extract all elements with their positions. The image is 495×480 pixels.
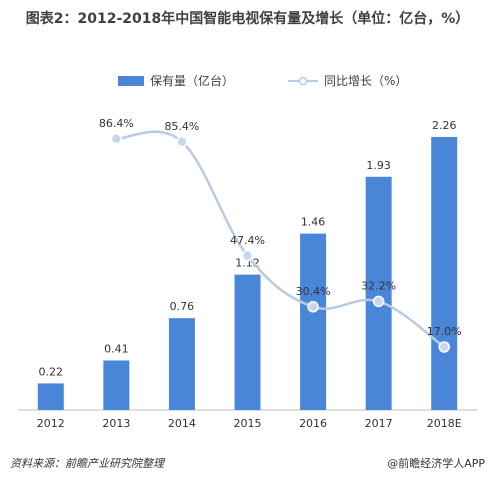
bar-value-label: 2.26 <box>432 119 457 132</box>
bar-2014 <box>168 318 195 410</box>
legend-bar-swatch <box>118 75 144 86</box>
growth-point-2014 <box>176 136 188 148</box>
bar-2017 <box>365 176 392 410</box>
growth-point-2017 <box>372 295 385 308</box>
bar-value-label: 0.41 <box>104 342 129 355</box>
legend-bar-label: 保有量（亿台） <box>150 74 235 88</box>
bar-value-label: 0.76 <box>170 300 195 313</box>
source-note: 资料来源：前瞻产业研究院整理 <box>10 457 164 470</box>
growth-value-label: 32.2% <box>361 279 396 292</box>
chart-title: 图表2：2012-2018年中国智能电视保有量及增长（单位：亿台，%） <box>25 11 470 27</box>
legend-line-label: 同比增长（%） <box>324 74 408 88</box>
bar-value-label: 1.93 <box>366 159 391 172</box>
legend-item-line: 同比增长（%） <box>288 72 407 89</box>
bar-2015 <box>234 274 261 410</box>
growth-value-label: 17.0% <box>427 325 462 338</box>
x-tick-label: 2014 <box>168 417 196 430</box>
growth-line <box>116 130 445 349</box>
bar-value-label: 1.12 <box>235 257 260 270</box>
x-tick-label: 2013 <box>102 417 130 430</box>
bar-2018E <box>431 136 458 410</box>
legend-item-bar: 保有量（亿台） <box>118 72 234 89</box>
x-tick-label: 2016 <box>299 417 327 430</box>
footer-brand: @前瞻经济学人APP <box>387 457 485 470</box>
growth-value-label: 85.4% <box>164 120 199 133</box>
growth-point-2018E <box>438 341 450 353</box>
legend-line-swatch <box>288 76 318 85</box>
x-tick-label: 2015 <box>234 417 262 430</box>
growth-point-2015 <box>241 250 254 262</box>
growth-value-label: 47.4% <box>230 234 265 247</box>
bar-2016 <box>300 233 327 410</box>
growth-value-label: 86.4% <box>99 117 134 130</box>
growth-point-2013 <box>110 133 123 145</box>
growth-point-2016 <box>307 301 319 313</box>
x-tick-label: 2012 <box>37 417 65 430</box>
x-tick-label: 2018E <box>427 417 462 430</box>
legend: 保有量（亿台） 同比增长（%） <box>0 72 495 90</box>
bar-value-label: 0.22 <box>39 365 64 378</box>
bar-2012 <box>37 383 64 410</box>
bar-value-label: 1.46 <box>301 216 326 229</box>
growth-value-label: 30.4% <box>296 285 331 298</box>
bar-2013 <box>103 360 130 410</box>
x-tick-label: 2017 <box>365 417 393 430</box>
